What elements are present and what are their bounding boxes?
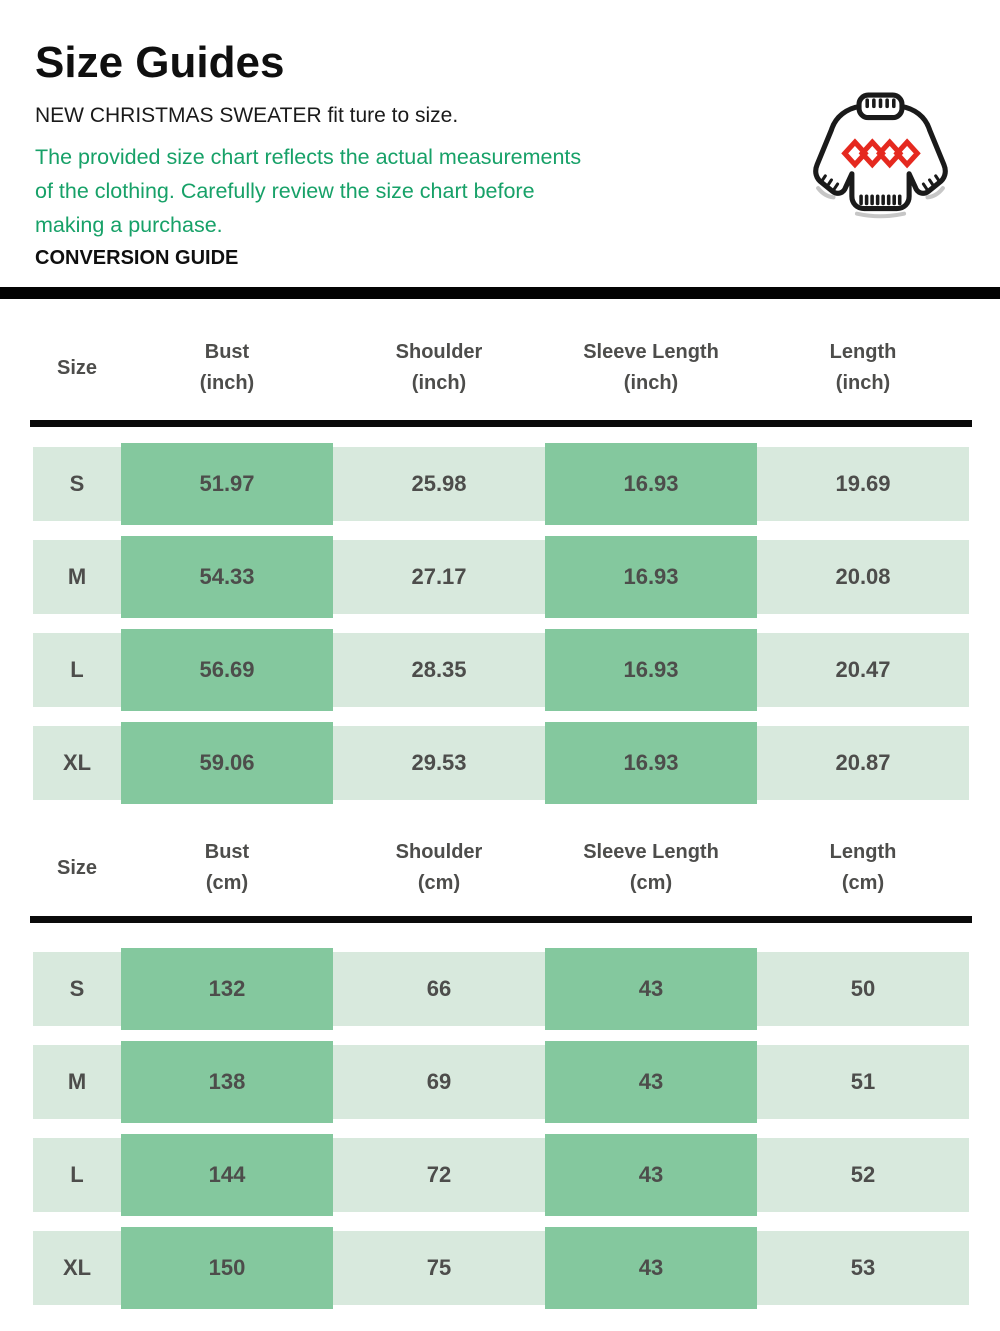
column-header-unit: (cm) bbox=[841, 872, 885, 894]
page-title: Size Guides bbox=[35, 38, 285, 87]
shoulder-cell: 66 bbox=[333, 952, 545, 1026]
length-cell: 52 bbox=[757, 1138, 969, 1212]
conversion-guide-label: CONVERSION GUIDE bbox=[35, 247, 239, 269]
column-header-label: Bust bbox=[204, 841, 250, 863]
size-cell: L bbox=[33, 1138, 121, 1212]
size-chart-note-line: of the clothing. Carefully review the si… bbox=[35, 179, 535, 203]
shoulder-cell: 29.53 bbox=[333, 726, 545, 800]
column-header-label: Length bbox=[829, 341, 897, 363]
bust-cell: 54.33 bbox=[121, 536, 333, 618]
size-cell: S bbox=[33, 447, 121, 521]
size-cell: M bbox=[33, 1045, 121, 1119]
size-row-l-cm: L 144 72 43 52 bbox=[33, 1134, 969, 1216]
christmas-sweater-icon bbox=[803, 90, 958, 228]
bust-cell: 138 bbox=[121, 1041, 333, 1123]
column-header-length: Length (cm) bbox=[757, 837, 969, 899]
shoulder-cell: 27.17 bbox=[333, 540, 545, 614]
sleeve-length-cell: 16.93 bbox=[545, 629, 757, 711]
size-cell: L bbox=[33, 633, 121, 707]
column-header-label: Size bbox=[56, 356, 98, 379]
column-header-label: Sleeve Length bbox=[583, 341, 719, 363]
length-cell: 51 bbox=[757, 1045, 969, 1119]
header-rule bbox=[30, 916, 972, 923]
size-chart-note-line: The provided size chart reflects the act… bbox=[35, 145, 582, 169]
size-row-xl-cm: XL 150 75 43 53 bbox=[33, 1227, 969, 1309]
column-header-label: Shoulder bbox=[395, 341, 483, 363]
bust-cell: 132 bbox=[121, 948, 333, 1030]
bust-cell: 56.69 bbox=[121, 629, 333, 711]
shoulder-cell: 25.98 bbox=[333, 447, 545, 521]
size-row-m-inch: M 54.33 27.17 16.93 20.08 bbox=[33, 536, 969, 618]
header-rule bbox=[30, 420, 972, 427]
inch-table-header: Size Bust (inch) Shoulder (inch) Sleeve Le… bbox=[33, 330, 969, 406]
sleeve-length-cell: 16.93 bbox=[545, 722, 757, 804]
top-divider-bar bbox=[0, 287, 1000, 299]
column-header-sleeve-length: Sleeve Length (inch) bbox=[545, 337, 757, 399]
column-header-bust: Bust (inch) bbox=[121, 337, 333, 399]
bust-cell: 51.97 bbox=[121, 443, 333, 525]
size-cell: S bbox=[33, 952, 121, 1026]
length-cell: 20.08 bbox=[757, 540, 969, 614]
bust-cell: 144 bbox=[121, 1134, 333, 1216]
length-cell: 20.47 bbox=[757, 633, 969, 707]
column-header-unit: (cm) bbox=[417, 872, 461, 894]
size-row-xl-inch: XL 59.06 29.53 16.93 20.87 bbox=[33, 722, 969, 804]
column-header-size: Size bbox=[33, 853, 121, 884]
bust-cell: 150 bbox=[121, 1227, 333, 1309]
column-header-label: Length bbox=[829, 841, 897, 863]
column-header-unit: (cm) bbox=[205, 872, 249, 894]
column-header-shoulder: Shoulder (inch) bbox=[333, 337, 545, 399]
sleeve-length-cell: 43 bbox=[545, 1134, 757, 1216]
column-header-shoulder: Shoulder (cm) bbox=[333, 837, 545, 899]
column-header-unit: (inch) bbox=[411, 372, 467, 394]
size-row-l-inch: L 56.69 28.35 16.93 20.47 bbox=[33, 629, 969, 711]
column-header-size: Size bbox=[33, 353, 121, 384]
column-header-label: Bust bbox=[204, 341, 250, 363]
column-header-label: Sleeve Length bbox=[583, 841, 719, 863]
sleeve-length-cell: 16.93 bbox=[545, 536, 757, 618]
size-cell: XL bbox=[33, 726, 121, 800]
column-header-label: Shoulder bbox=[395, 841, 483, 863]
size-chart-note: The provided size chart reflects the act… bbox=[35, 140, 581, 242]
length-cell: 50 bbox=[757, 952, 969, 1026]
column-header-unit: (inch) bbox=[199, 372, 255, 394]
column-header-unit: (inch) bbox=[835, 372, 891, 394]
sleeve-length-cell: 43 bbox=[545, 1041, 757, 1123]
column-header-unit: (cm) bbox=[629, 872, 673, 894]
sleeve-length-cell: 43 bbox=[545, 948, 757, 1030]
column-header-label: Size bbox=[56, 856, 98, 879]
shoulder-cell: 28.35 bbox=[333, 633, 545, 707]
size-cell: XL bbox=[33, 1231, 121, 1305]
length-cell: 19.69 bbox=[757, 447, 969, 521]
size-cell: M bbox=[33, 540, 121, 614]
bust-cell: 59.06 bbox=[121, 722, 333, 804]
size-row-m-cm: M 138 69 43 51 bbox=[33, 1041, 969, 1123]
sleeve-length-cell: 16.93 bbox=[545, 443, 757, 525]
size-chart-note-line: making a purchase. bbox=[35, 213, 223, 237]
size-row-s-inch: S 51.97 25.98 16.93 19.69 bbox=[33, 443, 969, 525]
length-cell: 20.87 bbox=[757, 726, 969, 800]
column-header-length: Length (inch) bbox=[757, 337, 969, 399]
shoulder-cell: 72 bbox=[333, 1138, 545, 1212]
product-fit-note: NEW CHRISTMAS SWEATER fit ture to size. bbox=[35, 104, 459, 127]
sleeve-length-cell: 43 bbox=[545, 1227, 757, 1309]
size-row-s-cm: S 132 66 43 50 bbox=[33, 948, 969, 1030]
column-header-unit: (inch) bbox=[623, 372, 679, 394]
shoulder-cell: 75 bbox=[333, 1231, 545, 1305]
column-header-bust: Bust (cm) bbox=[121, 837, 333, 899]
shoulder-cell: 69 bbox=[333, 1045, 545, 1119]
column-header-sleeve-length: Sleeve Length (cm) bbox=[545, 837, 757, 899]
length-cell: 53 bbox=[757, 1231, 969, 1305]
cm-table-header: Size Bust (cm) Shoulder (cm) Sleeve Length… bbox=[33, 830, 969, 906]
